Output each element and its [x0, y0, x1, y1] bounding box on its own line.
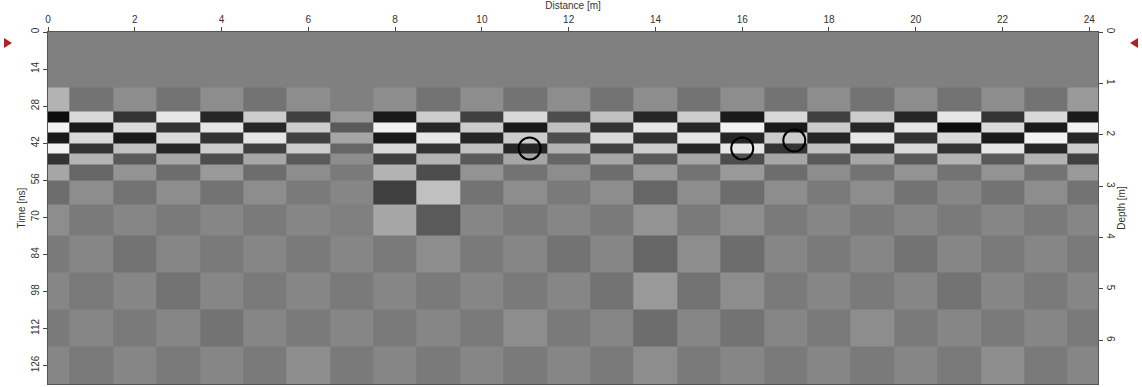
- svg-text:12: 12: [563, 14, 575, 25]
- svg-text:5: 5: [1105, 285, 1116, 291]
- svg-text:70: 70: [30, 210, 41, 222]
- svg-text:Time [ns]: Time [ns]: [16, 187, 27, 228]
- svg-text:98: 98: [30, 284, 41, 296]
- svg-text:1: 1: [1105, 79, 1116, 85]
- svg-text:0: 0: [1105, 28, 1116, 34]
- svg-text:24: 24: [1084, 14, 1096, 25]
- svg-text:3: 3: [1105, 182, 1116, 188]
- svg-text:84: 84: [30, 247, 41, 259]
- svg-text:22: 22: [997, 14, 1009, 25]
- svg-text:56: 56: [30, 173, 41, 185]
- svg-text:4: 4: [219, 14, 225, 25]
- svg-text:20: 20: [910, 14, 922, 25]
- svg-text:0: 0: [30, 27, 41, 33]
- svg-text:10: 10: [476, 14, 488, 25]
- svg-text:28: 28: [30, 99, 41, 111]
- svg-text:6: 6: [1105, 336, 1116, 342]
- svg-text:2: 2: [132, 14, 138, 25]
- svg-text:6: 6: [306, 14, 312, 25]
- svg-text:18: 18: [823, 14, 835, 25]
- svg-text:0: 0: [45, 14, 51, 25]
- svg-text:14: 14: [30, 62, 41, 74]
- svg-text:Distance [m]: Distance [m]: [545, 0, 601, 11]
- svg-text:112: 112: [30, 319, 41, 335]
- svg-text:14: 14: [650, 14, 662, 25]
- svg-text:42: 42: [30, 136, 41, 148]
- svg-text:Depth [m]: Depth [m]: [1116, 186, 1127, 230]
- svg-text:126: 126: [30, 355, 41, 372]
- svg-text:4: 4: [1105, 233, 1116, 239]
- svg-text:2: 2: [1105, 130, 1116, 136]
- svg-text:16: 16: [737, 14, 749, 25]
- svg-text:8: 8: [392, 14, 398, 25]
